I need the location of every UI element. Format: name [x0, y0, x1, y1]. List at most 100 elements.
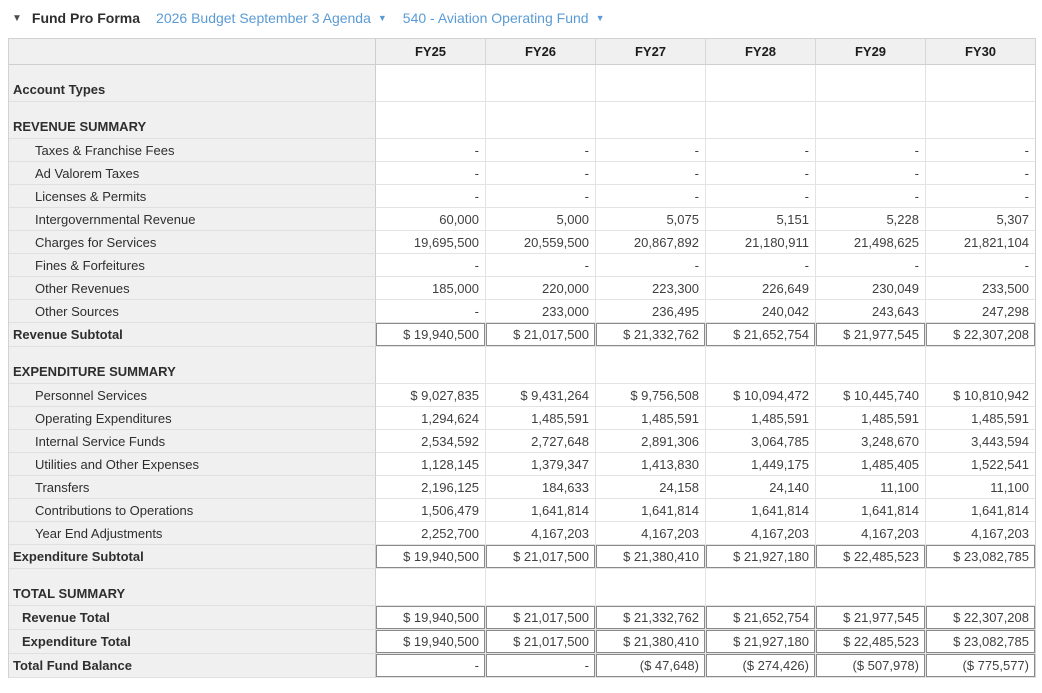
cell-fy28: $ 10,094,472 [706, 384, 816, 407]
row-label: Expenditure Total [9, 630, 376, 654]
row-label: Year End Adjustments [9, 522, 376, 545]
cell-fy30: ($ 775,577) [926, 654, 1036, 678]
cell-fy29: 1,485,591 [816, 407, 926, 430]
cell-fy28: 1,449,175 [706, 453, 816, 476]
cell-fy28 [706, 65, 816, 102]
cell-fy29 [816, 569, 926, 606]
cell-fy29: $ 10,445,740 [816, 384, 926, 407]
cell-fy29: $ 22,485,523 [816, 545, 926, 569]
cell-fy29: 11,100 [816, 476, 926, 499]
column-header-fy27: FY27 [596, 39, 706, 65]
row-label: Ad Valorem Taxes [9, 162, 376, 185]
cell-fy30 [926, 65, 1036, 102]
cell-fy28: 24,140 [706, 476, 816, 499]
cell-fy25: $ 19,940,500 [376, 545, 486, 569]
fund-dropdown-label: 540 - Aviation Operating Fund [402, 10, 589, 26]
cell-fy27: 4,167,203 [596, 522, 706, 545]
cell-fy26 [486, 65, 596, 102]
cell-fy25: 19,695,500 [376, 231, 486, 254]
cell-fy27: 236,495 [596, 300, 706, 323]
table-body: Account Types REVENUE SUMMARY Taxes & Fran… [9, 65, 1036, 678]
cell-fy28: - [706, 254, 816, 277]
cell-fy28 [706, 102, 816, 139]
cell-fy27 [596, 65, 706, 102]
cell-fy27: 1,485,591 [596, 407, 706, 430]
cell-fy26: 233,000 [486, 300, 596, 323]
row-label: Licenses & Permits [9, 185, 376, 208]
cell-fy28: - [706, 139, 816, 162]
chevron-down-icon: ▼ [595, 13, 605, 23]
cell-fy27: 20,867,892 [596, 231, 706, 254]
cell-fy25: $ 9,027,835 [376, 384, 486, 407]
cell-fy27: 223,300 [596, 277, 706, 300]
cell-fy29: $ 22,485,523 [816, 630, 926, 654]
cell-fy26 [486, 102, 596, 139]
row-label: Total Fund Balance [9, 654, 376, 678]
cell-fy26: - [486, 162, 596, 185]
cell-fy27: 1,641,814 [596, 499, 706, 522]
row-label: Operating Expenditures [9, 407, 376, 430]
cell-fy27: 2,891,306 [596, 430, 706, 453]
collapse-section-icon[interactable]: ▼ [12, 12, 22, 24]
cell-fy29 [816, 347, 926, 384]
cell-fy28: - [706, 162, 816, 185]
cell-fy25: 2,534,592 [376, 430, 486, 453]
cell-fy27: - [596, 139, 706, 162]
cell-fy26: 5,000 [486, 208, 596, 231]
cell-fy25: - [376, 185, 486, 208]
cell-fy26: $ 21,017,500 [486, 606, 596, 630]
budget-version-dropdown[interactable]: 2026 Budget September 3 Agenda ▼ [156, 10, 387, 26]
table-row: Fines & Forfeitures - - - - - - [9, 254, 1036, 277]
cell-fy29: - [816, 162, 926, 185]
cell-fy26: - [486, 139, 596, 162]
row-label: Expenditure Subtotal [9, 545, 376, 569]
table-row: TOTAL SUMMARY [9, 569, 1036, 606]
cell-fy29: 5,228 [816, 208, 926, 231]
cell-fy26: 20,559,500 [486, 231, 596, 254]
cell-fy26: 1,379,347 [486, 453, 596, 476]
cell-fy26: $ 21,017,500 [486, 545, 596, 569]
cell-fy26: $ 21,017,500 [486, 630, 596, 654]
table-row: Internal Service Funds 2,534,592 2,727,648… [9, 430, 1036, 453]
table-row: REVENUE SUMMARY [9, 102, 1036, 139]
row-label: Other Sources [9, 300, 376, 323]
cell-fy30: 4,167,203 [926, 522, 1036, 545]
cell-fy25: - [376, 654, 486, 678]
row-label: Internal Service Funds [9, 430, 376, 453]
cell-fy30: $ 23,082,785 [926, 630, 1036, 654]
cell-fy30: $ 10,810,942 [926, 384, 1036, 407]
cell-fy27: - [596, 162, 706, 185]
cell-fy30: - [926, 185, 1036, 208]
column-header-fy29: FY29 [816, 39, 926, 65]
pro-forma-table-container: FY25 FY26 FY27 FY28 FY29 FY30 Account Types RE… [8, 38, 1042, 678]
cell-fy26: 220,000 [486, 277, 596, 300]
cell-fy30 [926, 347, 1036, 384]
cell-fy29: 230,049 [816, 277, 926, 300]
table-row: Total Fund Balance - - ($ 47,648) ($ 274,426… [9, 654, 1036, 678]
row-label: Fines & Forfeitures [9, 254, 376, 277]
column-header-fy30: FY30 [926, 39, 1036, 65]
table-row: Personnel Services $ 9,027,835 $ 9,431,264… [9, 384, 1036, 407]
cell-fy27: ($ 47,648) [596, 654, 706, 678]
row-label: Account Types [9, 65, 376, 102]
column-header-fy26: FY26 [486, 39, 596, 65]
budget-version-dropdown-label: 2026 Budget September 3 Agenda [156, 10, 371, 26]
cell-fy30 [926, 102, 1036, 139]
cell-fy28 [706, 569, 816, 606]
cell-fy29: ($ 507,978) [816, 654, 926, 678]
table-row: EXPENDITURE SUMMARY [9, 347, 1036, 384]
cell-fy26 [486, 569, 596, 606]
cell-fy28: - [706, 185, 816, 208]
cell-fy29: 21,498,625 [816, 231, 926, 254]
cell-fy26: 4,167,203 [486, 522, 596, 545]
cell-fy29: $ 21,977,545 [816, 606, 926, 630]
row-label: TOTAL SUMMARY [9, 569, 376, 606]
fund-dropdown[interactable]: 540 - Aviation Operating Fund ▼ [403, 10, 605, 26]
cell-fy28: $ 21,927,180 [706, 545, 816, 569]
cell-fy30: - [926, 139, 1036, 162]
table-row: Intergovernmental Revenue 60,000 5,000 5,07… [9, 208, 1036, 231]
cell-fy26 [486, 347, 596, 384]
row-label: EXPENDITURE SUMMARY [9, 347, 376, 384]
cell-fy26: 1,641,814 [486, 499, 596, 522]
cell-fy29: - [816, 139, 926, 162]
